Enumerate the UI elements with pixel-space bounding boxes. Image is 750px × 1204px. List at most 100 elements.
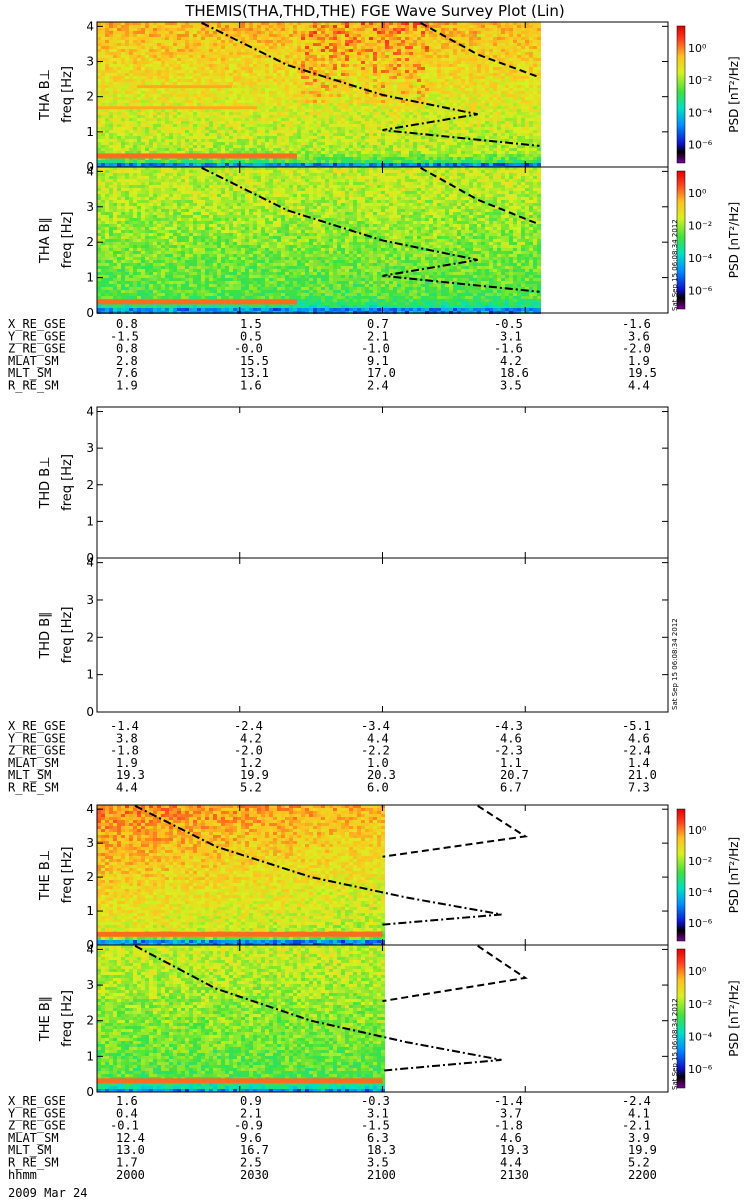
heatmap-cell <box>341 127 345 130</box>
heatmap-cell <box>525 40 529 43</box>
heatmap-cell <box>537 34 541 37</box>
heatmap-cell <box>493 130 497 133</box>
heatmap-cell <box>293 130 297 133</box>
heatmap-cell <box>309 31 313 34</box>
heatmap-cell <box>209 28 213 31</box>
heatmap-cell <box>225 52 229 55</box>
heatmap-cell <box>405 64 409 67</box>
heatmap-cell <box>209 97 213 100</box>
heatmap-cell <box>529 142 533 145</box>
heatmap-cell <box>393 43 397 46</box>
heatmap-cell <box>189 22 193 25</box>
heatmap-cell <box>465 142 469 145</box>
heatmap-cell <box>377 79 381 82</box>
heatmap-cell <box>485 55 489 58</box>
heatmap-cell <box>153 82 157 85</box>
heatmap-cell <box>109 82 113 85</box>
heatmap-cell <box>221 76 225 79</box>
heatmap-cell <box>405 151 409 154</box>
heatmap-cell <box>373 22 377 25</box>
heatmap-cell <box>421 88 425 91</box>
heatmap-cell <box>409 67 413 70</box>
heatmap-cell <box>353 25 357 28</box>
heatmap-cell <box>353 40 357 43</box>
heatmap-cell <box>249 88 253 91</box>
heatmap-cell <box>449 139 453 142</box>
heatmap-cell <box>105 61 109 64</box>
heatmap-cell <box>369 121 373 124</box>
heatmap-cell <box>129 73 133 76</box>
heatmap-cell <box>481 40 485 43</box>
heatmap-cell <box>497 112 501 115</box>
heatmap-cell <box>521 52 525 55</box>
heatmap-cell <box>109 115 113 118</box>
heatmap-cell <box>481 136 485 139</box>
heatmap-cell <box>121 46 125 49</box>
heatmap-cell <box>285 25 289 28</box>
heatmap-cell <box>209 25 213 28</box>
heatmap-cell <box>449 43 453 46</box>
heatmap-cell <box>429 79 433 82</box>
heatmap-cell <box>377 34 381 37</box>
heatmap-cell <box>117 118 121 121</box>
heatmap-cell <box>365 46 369 49</box>
heatmap-cell <box>125 52 129 55</box>
heatmap-cell <box>241 118 245 121</box>
heatmap-cell <box>537 61 541 64</box>
heatmap-cell <box>253 145 257 148</box>
heatmap-cell <box>381 103 385 106</box>
heatmap-cell <box>381 31 385 34</box>
heatmap-cell <box>333 151 337 154</box>
heatmap-cell <box>333 94 337 97</box>
heatmap-cell <box>397 52 401 55</box>
heatmap-cell <box>473 40 477 43</box>
heatmap-cell <box>185 22 189 25</box>
heatmap-cell <box>401 118 405 121</box>
heatmap-cell <box>205 76 209 79</box>
heatmap-cell <box>449 46 453 49</box>
heatmap-cell <box>369 106 373 109</box>
heatmap-cell <box>473 58 477 61</box>
heatmap-cell <box>373 73 377 76</box>
heatmap-cell <box>469 118 473 121</box>
heatmap-cell <box>377 133 381 136</box>
heatmap-cell <box>393 154 397 157</box>
heatmap-cell <box>381 67 385 70</box>
heatmap-cell <box>173 118 177 121</box>
heatmap-cell <box>453 112 457 115</box>
heatmap-cell <box>537 151 541 154</box>
heatmap-cell <box>501 121 505 124</box>
heatmap-cell <box>289 127 293 130</box>
heatmap-cell <box>209 73 213 76</box>
heatmap-cell <box>381 61 385 64</box>
heatmap-cell <box>213 136 217 139</box>
heatmap-cell <box>253 22 257 25</box>
heatmap-cell <box>209 139 213 142</box>
heatmap-cell <box>301 34 305 37</box>
heatmap-cell <box>109 22 113 25</box>
heatmap-cell <box>101 61 105 64</box>
heatmap-cell <box>325 118 329 121</box>
heatmap-cell <box>245 61 249 64</box>
heatmap-cell <box>497 46 501 49</box>
heatmap-cell <box>341 148 345 151</box>
heatmap-cell <box>229 40 233 43</box>
heatmap-cell <box>249 136 253 139</box>
heatmap-cell <box>193 121 197 124</box>
heatmap-cell <box>437 85 441 88</box>
heatmap-cell <box>125 127 129 130</box>
heatmap-cell <box>321 31 325 34</box>
heatmap-cell <box>105 133 109 136</box>
heatmap-cell <box>465 100 469 103</box>
heatmap-cell <box>201 49 205 52</box>
heatmap-cell <box>253 58 257 61</box>
heatmap-cell <box>113 142 117 145</box>
heatmap-cell <box>165 118 169 121</box>
heatmap-cell <box>537 37 541 40</box>
heatmap-cell <box>261 133 265 136</box>
heatmap-cell <box>137 133 141 136</box>
heatmap-cell <box>125 82 129 85</box>
heatmap-cell <box>237 127 241 130</box>
heatmap-cell <box>361 91 365 94</box>
heatmap-cell <box>517 85 521 88</box>
